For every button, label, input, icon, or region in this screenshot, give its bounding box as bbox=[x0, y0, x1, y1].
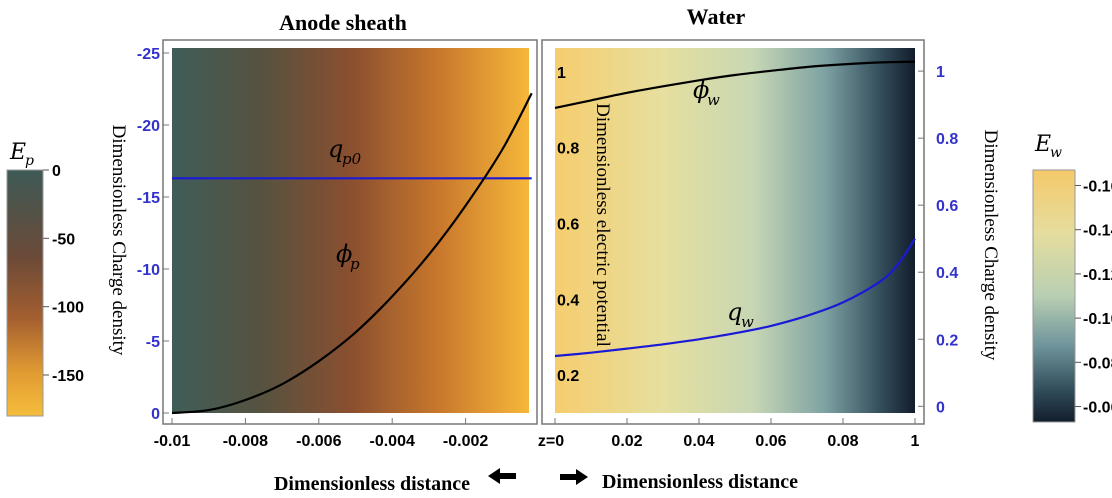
right-y-tick-label: 0.2 bbox=[936, 332, 958, 349]
left-y-tick-label: -10 bbox=[137, 262, 160, 279]
left-colorbar-tick-label: -100 bbox=[52, 300, 84, 317]
series-label-q-p0-sub: p0 bbox=[342, 150, 362, 168]
arrow-left-icon bbox=[488, 468, 516, 484]
right-panel-title: Water bbox=[687, 4, 746, 29]
series-label-phi-w: ϕw bbox=[693, 76, 720, 109]
left-x-tick-label: -0.004 bbox=[370, 433, 415, 450]
series-line-phi-p bbox=[171, 92, 533, 415]
left-y-tick-label: -20 bbox=[137, 118, 160, 135]
right-y-tick-label: 0.8 bbox=[936, 131, 958, 148]
left-y-tick-label: 0 bbox=[151, 406, 160, 423]
left-colorbar-tick-label: -150 bbox=[52, 368, 84, 385]
right-x-tick-label: z=0 bbox=[538, 433, 564, 450]
left-colorbar-title-main: E bbox=[9, 140, 26, 165]
right-x-tick-label: 0.08 bbox=[827, 433, 858, 450]
left-x-tick-label: -0.008 bbox=[223, 433, 268, 450]
right-colorbar-tick-label: -0.12 bbox=[1083, 267, 1112, 284]
left-colorbar bbox=[6, 169, 44, 417]
series-label-phi-p-sub: p bbox=[350, 255, 360, 273]
right-y-tick-label: 0.6 bbox=[936, 198, 958, 215]
right-colorbar-tick-label: -0.08 bbox=[1083, 355, 1112, 372]
right-colorbar-tick-label: -0.14 bbox=[1083, 223, 1112, 240]
left-colorbar-title-sub: p bbox=[25, 153, 34, 169]
right-x-tick-label: 1 bbox=[911, 433, 920, 450]
series-label-phi-p-main: ϕ bbox=[336, 240, 352, 268]
right-inner-y-tick-label: 1 bbox=[557, 65, 566, 82]
left-colorbar-title: E p bbox=[9, 140, 34, 169]
right-x-tick-label: 0.02 bbox=[611, 433, 642, 450]
right-colorbar-tick-label: -0.16 bbox=[1083, 178, 1112, 195]
right-plot-frame bbox=[541, 39, 925, 425]
arrow-right-icon bbox=[560, 469, 588, 485]
right-x-tick-label: 0.04 bbox=[683, 433, 714, 450]
left-colorbar-tick-label: -50 bbox=[52, 231, 75, 248]
series-line-phi-w bbox=[554, 60, 916, 109]
series-label-q-p0: qp0 bbox=[328, 135, 362, 168]
right-inner-y-tick-label: 0.4 bbox=[557, 292, 579, 309]
right-colorbar-title-sub: w bbox=[1050, 145, 1062, 161]
series-layer bbox=[171, 60, 916, 415]
left-x-tick-label: -0.002 bbox=[443, 433, 488, 450]
series-label-q-w-main: q bbox=[727, 298, 742, 326]
right-colorbar-tick-label: -0.10 bbox=[1083, 311, 1112, 328]
left-plot-background bbox=[172, 48, 529, 413]
right-inner-y-tick-label: 0.6 bbox=[557, 217, 579, 234]
right-colorbar-title-main: E bbox=[1034, 132, 1051, 157]
left-y-tick-label: -15 bbox=[137, 190, 160, 207]
series-label-phi-w-sub: w bbox=[707, 91, 720, 109]
tick-layer: 0 -5 -10 -15 -20 -25 -0.01 -0.008 -0.006 -0.004 -0… bbox=[43, 46, 1112, 450]
left-y-axis-label: Dimensionless Charge density bbox=[108, 125, 129, 356]
right-y-axis-label: Dimensionless Charge density bbox=[980, 130, 1001, 361]
right-inner-y-tick-label: 0.8 bbox=[557, 141, 579, 158]
right-inner-y-tick-label: 0.2 bbox=[557, 368, 579, 385]
left-colorbar-tick-label: 0 bbox=[52, 163, 61, 180]
left-plot-frame bbox=[162, 39, 538, 425]
right-y-tick-label: 1 bbox=[936, 64, 945, 81]
right-x-axis-label: Dimensionless distance bbox=[602, 471, 798, 493]
left-x-axis-label: Dimensionless distance bbox=[274, 473, 470, 495]
right-y-tick-label: 0 bbox=[936, 399, 945, 416]
series-label-q-w: qw bbox=[727, 298, 754, 331]
left-y-tick-label: -5 bbox=[146, 334, 160, 351]
right-y-tick-label: 0.4 bbox=[936, 265, 958, 282]
left-y-tick-label: -25 bbox=[137, 46, 160, 63]
right-plot-background bbox=[555, 48, 915, 413]
series-label-phi-p: ϕp bbox=[336, 240, 360, 273]
right-colorbar bbox=[1032, 169, 1076, 423]
series-label-q-p0-main: q bbox=[328, 135, 343, 163]
right-colorbar-title: E w bbox=[1034, 132, 1062, 161]
left-panel-title: Anode sheath bbox=[279, 10, 407, 35]
series-label-phi-w-main: ϕ bbox=[693, 76, 709, 104]
right-inner-y-axis-label: Dimensionless electric potential bbox=[592, 103, 613, 347]
series-line-q-w bbox=[554, 238, 916, 358]
left-x-tick-label: -0.006 bbox=[296, 433, 341, 450]
right-colorbar-tick-label: -0.06 bbox=[1083, 400, 1112, 417]
left-x-tick-label: -0.01 bbox=[154, 433, 191, 450]
right-x-tick-label: 0.06 bbox=[755, 433, 786, 450]
series-label-q-w-sub: w bbox=[741, 313, 754, 331]
